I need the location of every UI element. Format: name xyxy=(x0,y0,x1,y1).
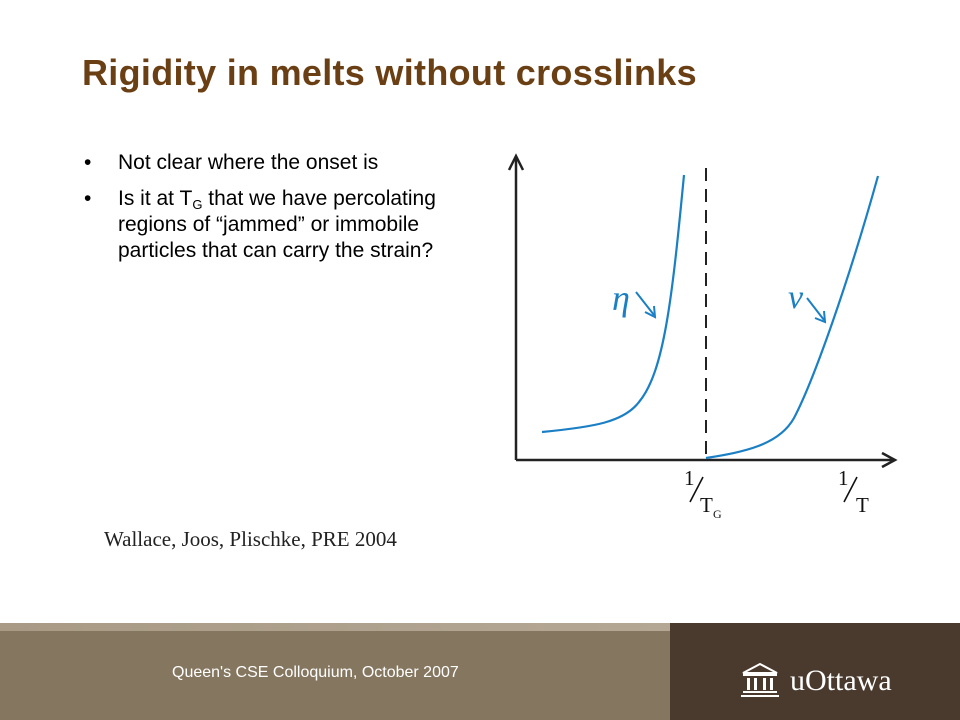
tick-label-denominator: T xyxy=(856,493,869,517)
bullet-text-end: that we have percolating regions of “jam… xyxy=(118,187,436,262)
eta-label: η xyxy=(612,278,630,318)
tick-label-slash xyxy=(843,476,858,503)
bullet-subscript: G xyxy=(192,197,203,212)
footer-text: Queen's CSE Colloquium, October 2007 xyxy=(172,664,459,681)
eta-arrowhead-icon xyxy=(644,305,657,319)
eta-curve xyxy=(541,174,686,434)
tick-label-numerator: 1 xyxy=(684,466,695,490)
footer-left-panel xyxy=(0,631,670,720)
bullet-marker: • xyxy=(84,187,92,210)
tick-label-slash xyxy=(689,476,704,503)
eta-arrow-icon xyxy=(635,291,655,316)
bullet-item: • Not clear where the onset is xyxy=(84,150,444,176)
citation: Wallace, Joos, Plischke, PRE 2004 xyxy=(104,527,397,551)
nu-arrowhead-icon xyxy=(814,310,827,324)
bullet-item: • Is it at TG that we have percolating r… xyxy=(84,186,444,264)
footer-right-panel xyxy=(670,623,960,720)
bullet-list: • Not clear where the onset is • Is it a… xyxy=(84,150,444,274)
tick-label-numerator: 1 xyxy=(838,466,849,490)
bullet-marker: • xyxy=(84,151,92,174)
sketch-figure: η ν 1 T G 1 T xyxy=(494,140,900,520)
tick-label-denominator: T xyxy=(700,493,713,517)
bullet-text-start: Is it at T xyxy=(118,187,193,210)
nu-label: ν xyxy=(788,279,804,316)
x-axis-arrow xyxy=(881,451,898,469)
building-icon xyxy=(741,662,779,697)
tick-label-subscript: G xyxy=(713,507,722,520)
logo-text: uOttawa xyxy=(790,664,892,697)
sketch-svg: η ν 1 T G 1 T xyxy=(507,153,898,520)
nu-arrow-icon xyxy=(806,297,825,321)
y-axis-arrow xyxy=(507,153,525,171)
footer-band xyxy=(0,623,960,631)
bullet-text: Not clear where the onset is xyxy=(118,151,379,174)
slide-title: Rigidity in melts without crosslinks xyxy=(82,52,697,93)
nu-curve xyxy=(705,175,880,460)
